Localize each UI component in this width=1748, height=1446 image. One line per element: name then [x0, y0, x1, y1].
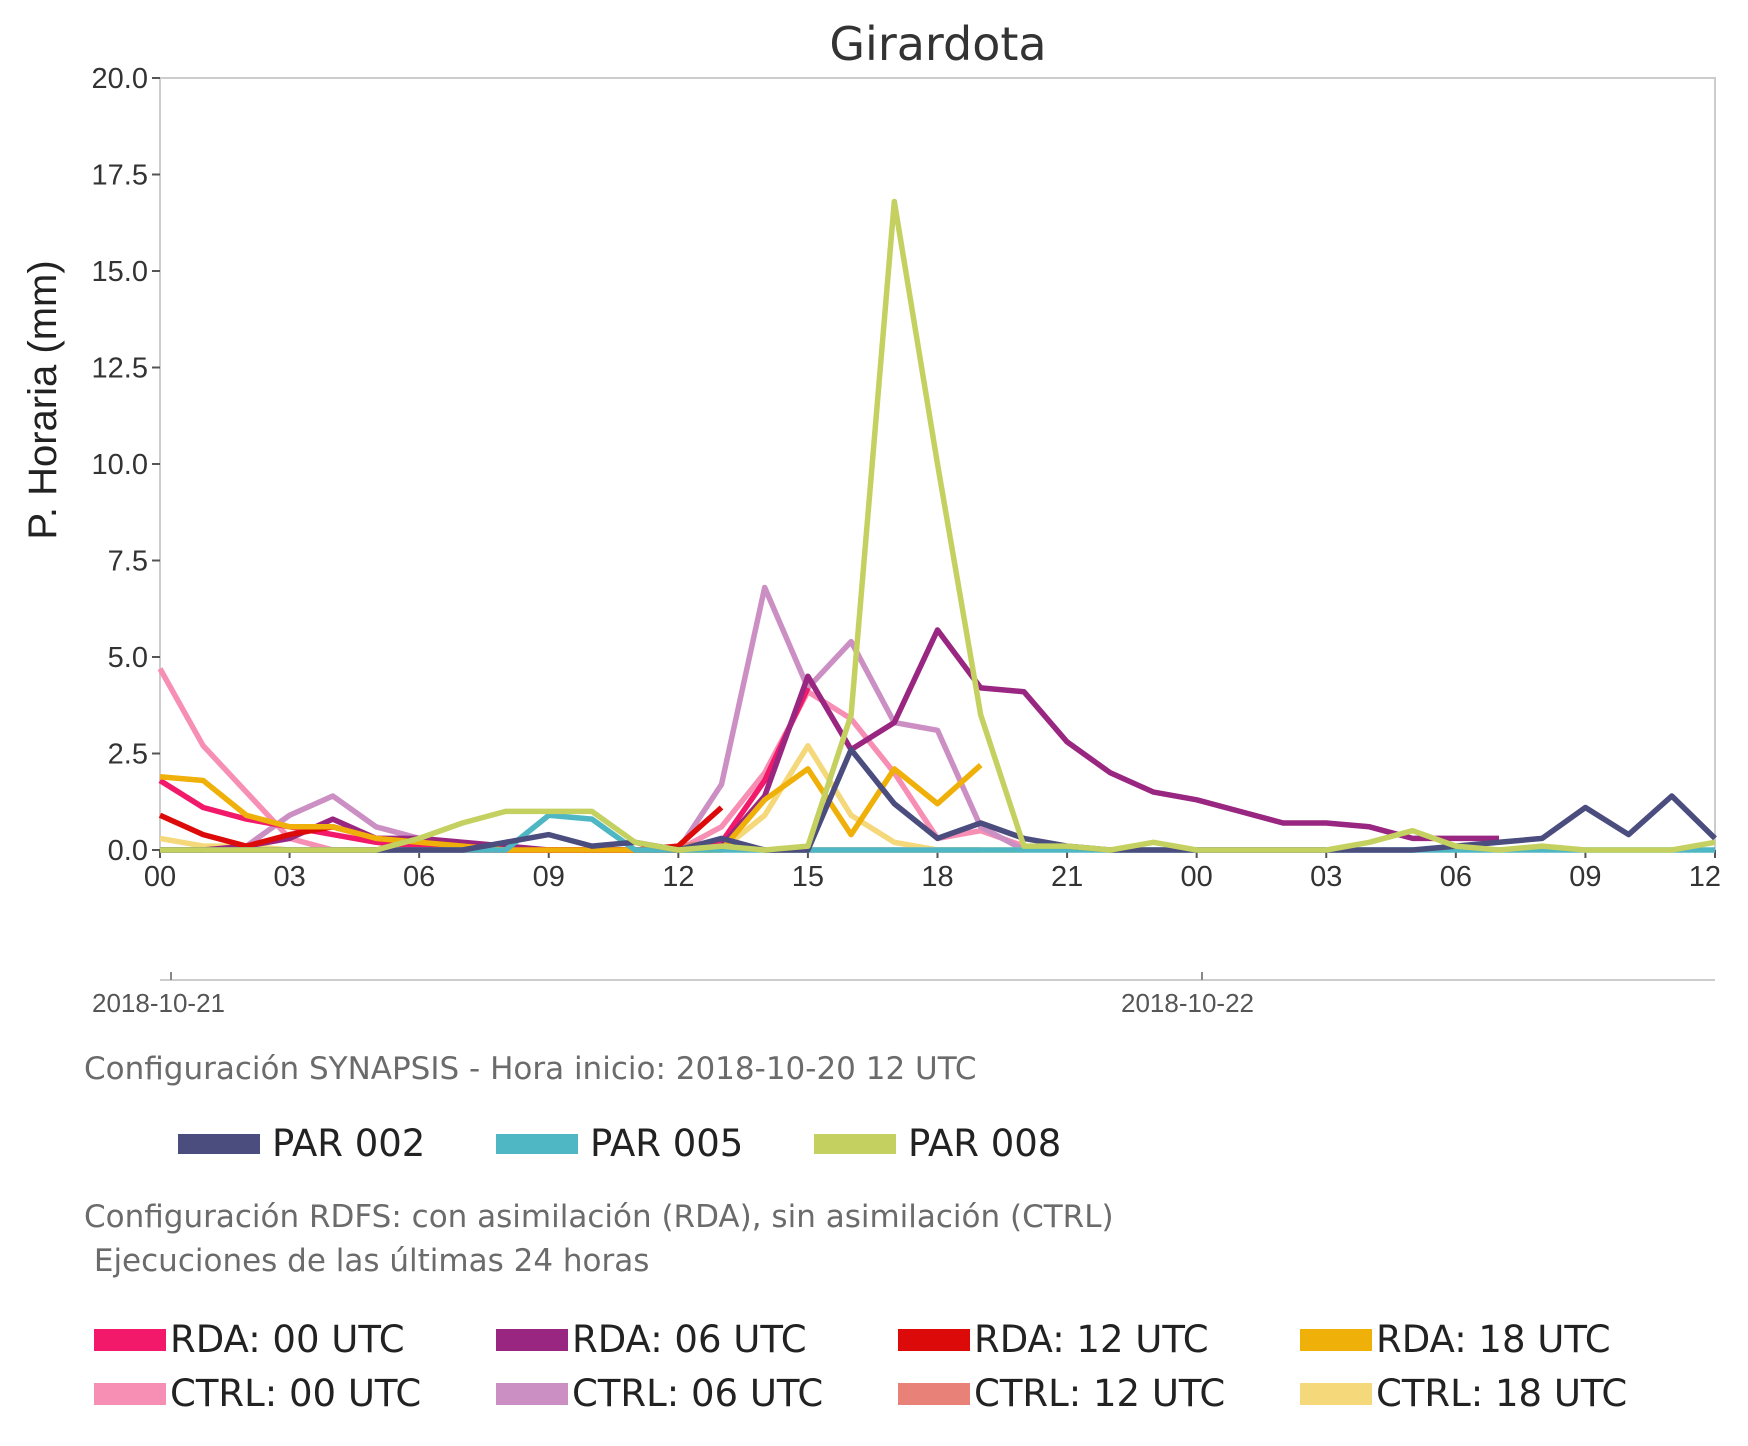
series-line-rda-18-utc — [159, 763, 983, 853]
chart-title: Girardota — [829, 17, 1046, 71]
legend-label: CTRL: 12 UTC — [974, 1372, 1226, 1415]
legend-swatch — [814, 1133, 896, 1154]
x-tick-labels: 00 03 06 09 12 15 18 21 00 03 06 09 12 — [144, 850, 1721, 893]
legend-item-rda-12-utc: RDA: 12 UTC — [898, 1318, 1300, 1361]
y-tick-label: 17.5 — [92, 160, 148, 192]
legend-label: PAR 008 — [908, 1122, 1062, 1165]
legend-label: CTRL: 06 UTC — [572, 1372, 824, 1415]
legend-swatch — [178, 1133, 260, 1154]
legend-item-par-008: PAR 008 — [814, 1122, 1132, 1165]
series-line-par-002 — [160, 746, 1717, 853]
series-line-par-008 — [160, 198, 1716, 853]
legend-label: RDA: 00 UTC — [170, 1318, 405, 1361]
legend-label: PAR 002 — [272, 1122, 426, 1165]
x-tick-label: 21 — [1051, 861, 1083, 893]
synapsis-legend: PAR 002 PAR 005 PAR 008 — [178, 1122, 1132, 1165]
x-tick-label: 03 — [1310, 861, 1342, 893]
legend-item-par-005: PAR 005 — [496, 1122, 814, 1165]
legend-label: CTRL: 18 UTC — [1376, 1372, 1628, 1415]
y-tick-label: 2.5 — [108, 739, 148, 771]
legend-label: RDA: 12 UTC — [974, 1318, 1209, 1361]
synapsis-caption: Configuración SYNAPSIS - Hora inicio: 20… — [84, 1051, 977, 1087]
precipitation-chart: Girardota P. Horaria (mm) 0.0 2.5 5.0 7.5 10… — [21, 17, 1721, 981]
legend-swatch — [94, 1382, 166, 1405]
y-tick-label: 10.0 — [92, 449, 148, 481]
y-tick-label: 7.5 — [108, 546, 148, 578]
x-tick-label: 15 — [792, 861, 824, 893]
legend-swatch — [898, 1328, 970, 1351]
y-tick-label: 5.0 — [108, 642, 148, 674]
date-label-2: 2018-10-22 — [1121, 988, 1254, 1018]
x-tick-label: 06 — [1440, 861, 1472, 893]
legend-swatch — [898, 1382, 970, 1405]
series-lines — [157, 198, 1717, 853]
date-label-1: 2018-10-21 — [92, 988, 225, 1018]
y-tick-label: 12.5 — [92, 353, 148, 385]
legend-swatch — [496, 1382, 568, 1405]
rdfs-legend-row-2: CTRL: 00 UTC CTRL: 06 UTC CTRL: 12 UTC CTRL… — [94, 1372, 1702, 1415]
legend-item-ctrl-18-utc: CTRL: 18 UTC — [1300, 1372, 1702, 1415]
x-tick-label: 18 — [921, 861, 953, 893]
y-tick-labels: 0.0 2.5 5.0 7.5 10.0 12.5 15.0 17.5 20.0 — [92, 63, 160, 867]
rdfs-caption-line2: Ejecuciones de las últimas 24 horas — [84, 1243, 650, 1279]
legend-swatch — [1300, 1328, 1372, 1351]
x-tick-label: 12 — [1689, 861, 1721, 893]
legend-swatch — [496, 1328, 568, 1351]
x-tick-label: 06 — [403, 861, 435, 893]
x-tick-label: 03 — [273, 861, 305, 893]
y-tick-label: 20.0 — [92, 63, 148, 95]
y-axis-label: P. Horaria (mm) — [21, 260, 65, 539]
legend-swatch — [1300, 1382, 1372, 1405]
legend-item-ctrl-06-utc: CTRL: 06 UTC — [496, 1372, 898, 1415]
legend-item-par-002: PAR 002 — [178, 1122, 496, 1165]
legend-label: PAR 005 — [590, 1122, 744, 1165]
legend-swatch — [94, 1328, 166, 1351]
x-tick-label: 12 — [662, 861, 694, 893]
legend-label: CTRL: 00 UTC — [170, 1372, 422, 1415]
legend-item-rda-18-utc: RDA: 18 UTC — [1300, 1318, 1702, 1361]
legend-swatch — [496, 1133, 578, 1154]
series-line-rda-00-utc — [158, 686, 811, 853]
legend-item-rda-00-utc: RDA: 00 UTC — [94, 1318, 496, 1361]
legend-label: RDA: 18 UTC — [1376, 1318, 1611, 1361]
rdfs-caption-line1: Configuración RDFS: con asimilación (RDA… — [84, 1199, 1114, 1235]
legend-item-ctrl-00-utc: CTRL: 00 UTC — [94, 1372, 496, 1415]
x-tick-label: 00 — [144, 861, 176, 893]
y-tick-label: 15.0 — [92, 256, 148, 288]
legend-item-ctrl-12-utc: CTRL: 12 UTC — [898, 1372, 1300, 1415]
x-tick-label: 00 — [1181, 861, 1213, 893]
legend-item-rda-06-utc: RDA: 06 UTC — [496, 1318, 898, 1361]
rdfs-legend-row-1: RDA: 00 UTC RDA: 06 UTC RDA: 12 UTC RDA: 18… — [94, 1318, 1702, 1361]
x-tick-label: 09 — [1569, 861, 1601, 893]
x-tick-label: 09 — [533, 861, 565, 893]
legend-label: RDA: 06 UTC — [572, 1318, 807, 1361]
series-line-ctrl-00-utc — [157, 667, 1025, 853]
y-tick-label: 0.0 — [108, 835, 148, 867]
